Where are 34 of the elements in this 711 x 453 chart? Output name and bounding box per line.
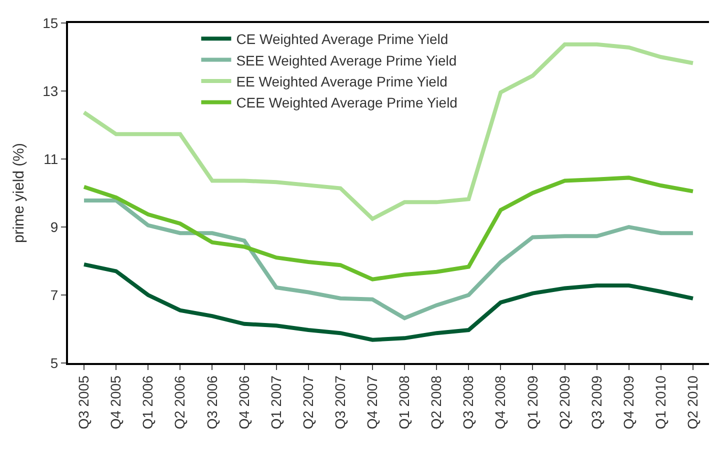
- y-tick-label: 13: [42, 82, 58, 99]
- x-tick-label: Q1 2007: [268, 375, 284, 430]
- line-series: [82, 198, 695, 320]
- x-tick-label: Q4 2009: [620, 375, 636, 430]
- x-tick-label: Q4 2006: [236, 375, 252, 430]
- x-tick-label: Q1 2010: [652, 375, 668, 430]
- y-tick-label: 9: [50, 218, 58, 235]
- x-tick-label: Q3 2009: [588, 375, 604, 430]
- x-tick-label: Q1 2009: [524, 375, 540, 430]
- x-tick-label: Q2 2009: [556, 375, 572, 430]
- x-tick-label: Q3 2008: [460, 375, 476, 430]
- legend-label: CE Weighted Average Prime Yield: [236, 31, 448, 48]
- y-tick-label: 7: [50, 286, 58, 303]
- x-tick-label: Q2 2008: [428, 375, 444, 430]
- x-tick-label: Q4 2005: [108, 375, 124, 430]
- legend-label: SEE Weighted Average Prime Yield: [236, 52, 457, 68]
- line-series: [82, 262, 695, 342]
- x-tick-label: Q3 2007: [332, 375, 348, 430]
- x-tick-label: Q3 2005: [76, 375, 92, 430]
- x-tick-label: Q1 2006: [140, 375, 156, 430]
- y-tick-label: 11: [44, 150, 58, 167]
- y-axis-title: prime yield (%): [10, 142, 28, 244]
- line-series: [82, 176, 695, 282]
- x-tick-label: Q1 2008: [396, 375, 412, 430]
- x-tick-label: Q2 2007: [300, 375, 316, 430]
- legend-label: EE Weighted Average Prime Yield: [236, 73, 448, 90]
- y-tick-label: 15: [42, 14, 58, 31]
- legend-label: CEE Weighted Average Prime Yield: [236, 94, 458, 111]
- x-tick-label: Q2 2006: [172, 375, 188, 430]
- y-tick-label: 5: [50, 354, 58, 371]
- x-tick-label: Q3 2006: [204, 375, 220, 430]
- x-tick-label: Q2 2010: [684, 375, 701, 430]
- x-tick-label: Q4 2008: [492, 375, 508, 430]
- x-tick-label: Q4 2007: [364, 375, 380, 430]
